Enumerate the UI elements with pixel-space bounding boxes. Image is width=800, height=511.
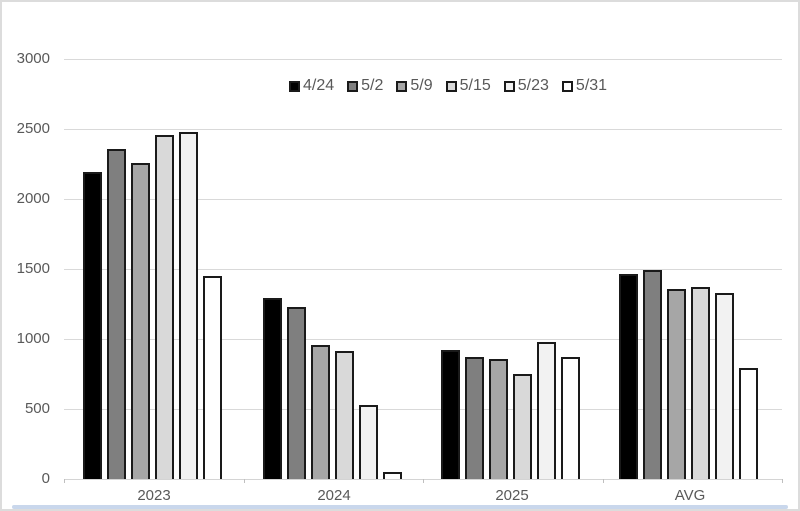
bar-AVG-5/15 (691, 286, 710, 479)
legend-swatch-icon (289, 80, 300, 92)
legend-swatch-icon (347, 80, 359, 92)
x-axis-category-label: 2024 (317, 487, 351, 504)
bar-2025-5/2 (465, 356, 484, 479)
legend-item-5/15: 5/15 (445, 77, 491, 95)
legend-label: 5/23 (517, 77, 549, 94)
legend-label: 5/31 (575, 77, 608, 94)
legend-label: 4/24 (303, 77, 335, 94)
legend-swatch-icon (503, 80, 515, 92)
legend-item-5/2: 5/2 (347, 77, 383, 95)
bar-2024-5/31 (383, 472, 402, 479)
bar-2025-5/9 (489, 359, 508, 479)
bar-2023-5/23 (179, 131, 198, 479)
x-axis-tick (64, 479, 65, 483)
bar-2023-5/2 (107, 148, 126, 479)
y-axis-tick-label: 2500 (16, 120, 50, 137)
bar-2024-5/9 (311, 344, 330, 479)
y-axis-tick-label: 0 (41, 470, 50, 487)
gridline-y500 (64, 409, 782, 410)
bar-2024-4/24 (263, 298, 282, 479)
x-axis-category-label: 2025 (495, 487, 529, 504)
legend-swatch-icon (561, 80, 573, 92)
y-axis-tick-label: 3000 (16, 50, 50, 67)
window-edge-strip (12, 505, 788, 509)
x-axis-tick (243, 479, 245, 483)
y-axis-tick-label: 1500 (16, 260, 50, 277)
bar-AVG-5/31 (739, 368, 758, 479)
gridline-y1000 (64, 339, 782, 340)
legend-swatch-icon (396, 80, 408, 92)
legend-label: 5/9 (410, 77, 433, 94)
y-axis-tick-label: 2000 (16, 190, 50, 207)
x-axis-tick (602, 479, 604, 483)
bar-2025-5/23 (537, 341, 556, 479)
bar-2024-5/23 (359, 404, 378, 479)
x-axis-category-label: 2023 (137, 487, 171, 504)
legend-item-5/31: 5/31 (561, 77, 608, 95)
y-axis-tick-label: 1000 (16, 330, 50, 347)
gridline-y2500 (64, 129, 782, 130)
y-axis-tick-label: 500 (24, 400, 50, 417)
gridline-y1500 (64, 269, 782, 270)
legend-label: 5/2 (361, 77, 384, 94)
bar-AVG-4/24 (619, 273, 638, 479)
bar-AVG-5/23 (715, 292, 734, 479)
legend-item-5/23: 5/23 (503, 77, 549, 95)
bar-2025-4/24 (441, 350, 460, 479)
bar-2023-5/9 (131, 162, 150, 479)
bar-2023-4/24 (83, 172, 102, 479)
legend-item-5/9: 5/9 (396, 77, 433, 95)
bar-AVG-5/9 (667, 288, 686, 479)
chart-legend: 4/24 5/2 5/9 5/15 5/23 5/31 (289, 76, 607, 96)
legend-label: 5/15 (459, 77, 491, 94)
bar-2023-5/31 (203, 276, 222, 479)
x-axis-tick (782, 479, 783, 483)
gridline-y3000 (64, 59, 782, 60)
bar-AVG-5/2 (643, 270, 662, 479)
bar-2024-5/2 (287, 306, 306, 479)
legend-item-4/24: 4/24 (289, 77, 334, 95)
x-axis-tick (423, 479, 424, 483)
bar-2025-5/15 (513, 374, 532, 479)
gridline-y2000 (64, 199, 782, 200)
bar-2025-5/31 (561, 356, 580, 479)
bar-2023-5/15 (155, 134, 174, 479)
x-axis-category-label: AVG (674, 487, 706, 504)
legend-swatch-icon (445, 80, 457, 92)
bar-2024-5/15 (335, 350, 354, 479)
